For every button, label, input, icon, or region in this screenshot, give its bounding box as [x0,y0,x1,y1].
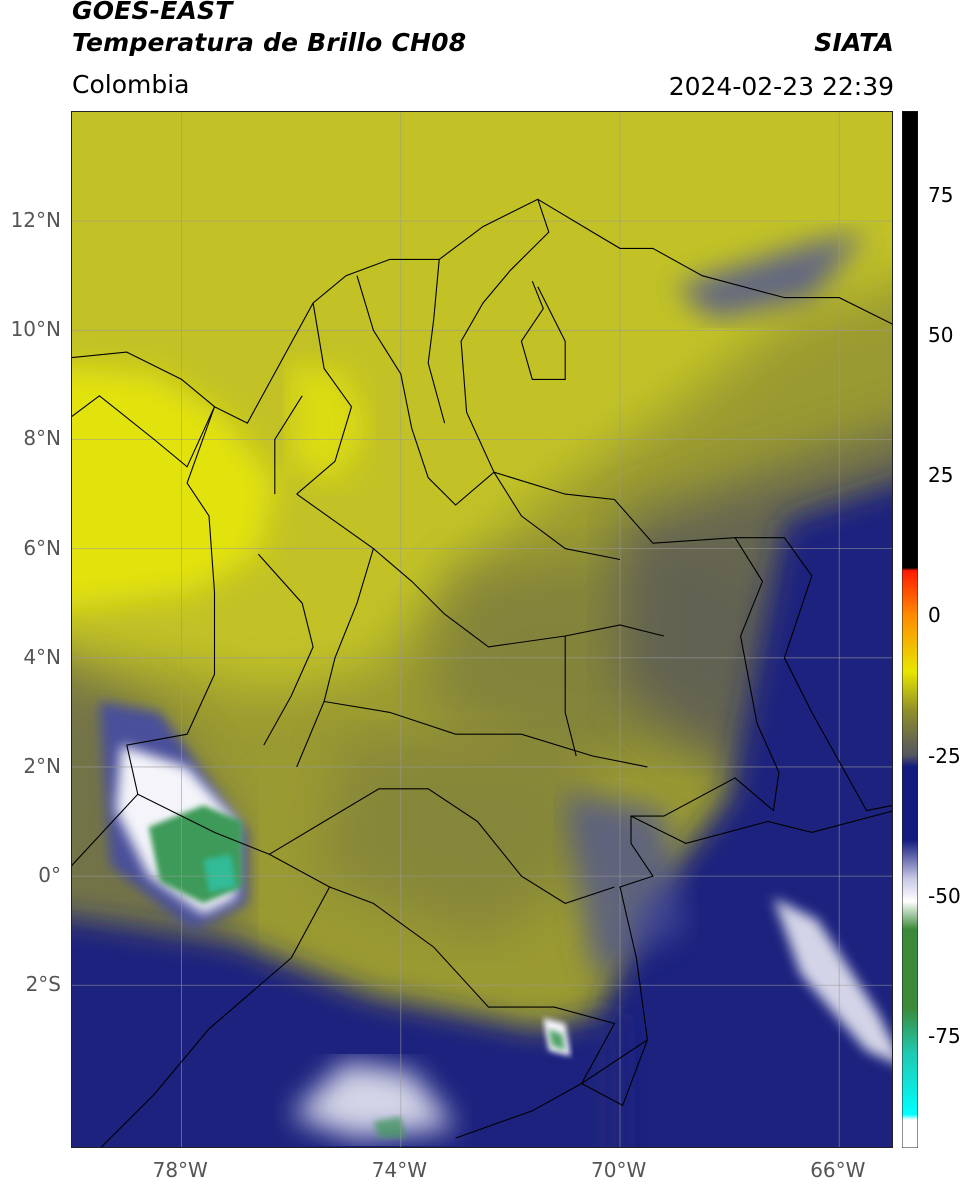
timestamp-label: 2024-02-23 22:39 [668,72,894,101]
lat-tick-label: 2°S [25,972,61,997]
lat-tick-label: 4°N [23,644,61,669]
department-border [324,700,648,768]
satellite-title: GOES-EAST [72,0,233,25]
department-border [477,821,615,905]
venezuela-coast [537,198,892,325]
lat-tick-label: 6°N [23,535,61,560]
brightness-temperature-image [72,112,892,1147]
department-border [493,471,621,561]
satellite-map [71,111,893,1148]
peru-border [455,1039,648,1139]
department-border [274,395,303,495]
ecuador-peru-border [100,886,331,1147]
lat-tick-label: 8°N [23,426,61,451]
colorbar-tick-label: -75 [928,1023,961,1048]
department-border [296,302,353,495]
department-border [296,548,374,768]
region-label: Colombia [72,70,190,99]
venezuela-border [735,537,892,812]
department-border [356,275,413,429]
colombia-border [126,198,780,1107]
department-border [564,636,577,757]
lon-tick-label: 74°W [371,1158,428,1182]
ecuador-coast [72,793,139,868]
lon-tick-label: 66°W [810,1158,866,1182]
product-title: Temperatura de Brillo CH08 [72,28,467,57]
department-border [296,493,445,615]
colorbar-tick-label: -25 [928,743,961,768]
department-border [269,788,478,855]
lat-tick-label: 0° [38,863,61,888]
lat-tick-label: 12°N [10,208,61,233]
panama-coast [72,351,216,468]
colorbar-tick-label: 0 [928,603,941,628]
colorbar-tick-label: -50 [928,883,961,908]
brand-label: SIATA [814,28,894,57]
brazil-border [630,810,892,844]
colorbar-tick-label: 25 [928,463,954,488]
lake-maracaibo [520,280,566,380]
colorbar [902,111,918,1148]
department-border [427,259,446,424]
lon-tick-label: 70°W [591,1158,647,1182]
department-border [257,553,314,746]
colorbar-tick-label: 50 [928,323,954,348]
colorbar-tick-label: 75 [928,183,954,208]
lon-tick-label: 78°W [152,1158,208,1182]
department-border [411,428,495,506]
lat-tick-label: 2°N [23,753,61,778]
lat-tick-label: 10°N [10,317,61,342]
